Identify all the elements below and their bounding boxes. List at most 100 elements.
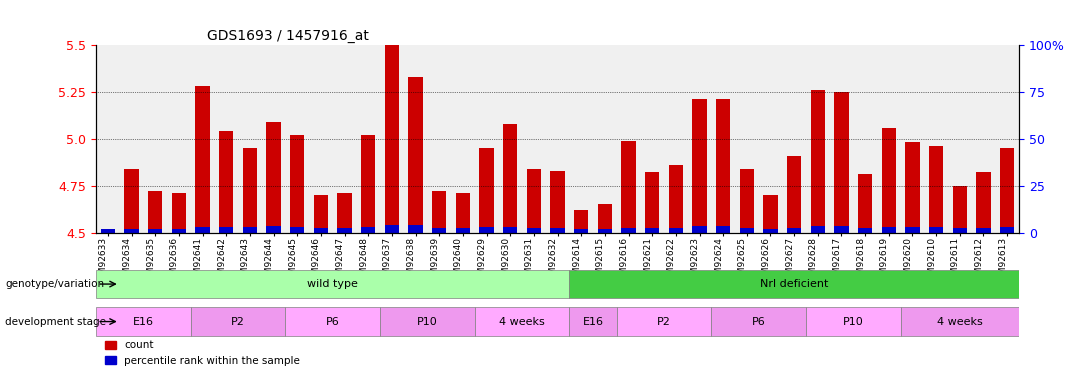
Bar	[409, 225, 423, 232]
FancyBboxPatch shape	[475, 307, 570, 336]
Bar	[456, 228, 469, 232]
Text: wild type: wild type	[307, 279, 359, 289]
Bar	[669, 228, 683, 232]
Bar	[172, 229, 186, 232]
Bar	[125, 229, 139, 232]
Bar	[929, 146, 943, 232]
Bar	[527, 169, 541, 232]
Text: Nrl deficient: Nrl deficient	[760, 279, 828, 289]
Bar	[858, 174, 872, 232]
Bar	[906, 142, 920, 232]
Text: P6: P6	[325, 316, 339, 327]
Bar	[527, 228, 541, 232]
Bar	[314, 195, 328, 232]
Bar	[716, 226, 730, 232]
FancyBboxPatch shape	[96, 270, 570, 298]
Text: 4 weeks: 4 weeks	[499, 316, 545, 327]
Bar	[834, 226, 848, 232]
Bar	[432, 191, 446, 232]
Text: P2: P2	[657, 316, 671, 327]
Bar	[267, 226, 281, 232]
FancyBboxPatch shape	[570, 270, 1019, 298]
Bar	[953, 186, 967, 232]
Bar	[763, 195, 778, 232]
Bar	[787, 156, 801, 232]
Bar	[692, 226, 706, 232]
Bar	[337, 228, 352, 232]
Bar	[574, 210, 588, 232]
Bar	[858, 228, 872, 232]
Text: E16: E16	[133, 316, 154, 327]
Text: 4 weeks: 4 weeks	[937, 316, 983, 327]
Text: P6: P6	[752, 316, 765, 327]
Bar	[646, 228, 659, 232]
Bar	[267, 122, 281, 232]
FancyBboxPatch shape	[806, 307, 901, 336]
Bar	[646, 172, 659, 232]
Bar	[739, 228, 754, 232]
Bar	[1000, 227, 1015, 232]
Bar	[100, 229, 115, 232]
Text: development stage: development stage	[5, 316, 107, 327]
Bar	[361, 227, 376, 232]
Bar	[976, 172, 990, 232]
Bar	[195, 86, 209, 232]
Bar	[243, 227, 257, 232]
Bar	[621, 228, 636, 232]
Bar	[739, 169, 754, 232]
Text: P10: P10	[843, 316, 863, 327]
Bar	[811, 90, 825, 232]
Bar	[692, 99, 706, 232]
Bar	[716, 99, 730, 232]
FancyBboxPatch shape	[617, 307, 712, 336]
Bar	[148, 229, 162, 232]
Bar	[811, 226, 825, 232]
Bar	[243, 148, 257, 232]
Bar	[929, 227, 943, 232]
Bar	[148, 191, 162, 232]
Bar	[361, 135, 376, 232]
Bar	[219, 227, 234, 232]
Bar	[503, 227, 517, 232]
Bar	[409, 77, 423, 232]
Bar	[598, 204, 612, 232]
FancyBboxPatch shape	[380, 307, 475, 336]
Bar	[385, 45, 399, 232]
Bar	[125, 169, 139, 232]
Text: E16: E16	[583, 316, 604, 327]
Bar	[479, 148, 494, 232]
Bar	[551, 171, 564, 232]
Bar	[290, 227, 304, 232]
Text: P2: P2	[232, 316, 245, 327]
FancyBboxPatch shape	[712, 307, 806, 336]
FancyBboxPatch shape	[191, 307, 285, 336]
FancyBboxPatch shape	[901, 307, 1019, 336]
Bar	[621, 141, 636, 232]
Bar	[574, 229, 588, 232]
Bar	[290, 135, 304, 232]
Bar	[219, 131, 234, 232]
Bar	[787, 228, 801, 232]
FancyBboxPatch shape	[96, 307, 191, 336]
Bar	[195, 227, 209, 232]
Bar	[314, 228, 328, 232]
Bar	[834, 92, 848, 232]
Bar	[503, 124, 517, 232]
Bar	[763, 229, 778, 232]
Bar	[906, 227, 920, 232]
Bar	[172, 193, 186, 232]
Bar	[456, 193, 469, 232]
Bar	[551, 228, 564, 232]
Bar	[432, 228, 446, 232]
FancyBboxPatch shape	[285, 307, 380, 336]
Text: GDS1693 / 1457916_at: GDS1693 / 1457916_at	[207, 28, 369, 43]
Bar	[881, 227, 896, 232]
FancyBboxPatch shape	[570, 307, 617, 336]
Legend: count, percentile rank within the sample: count, percentile rank within the sample	[101, 336, 304, 370]
Bar	[385, 225, 399, 232]
Bar	[1000, 148, 1015, 232]
Bar	[479, 227, 494, 232]
Bar	[337, 193, 352, 232]
Bar	[953, 228, 967, 232]
Bar	[976, 228, 990, 232]
